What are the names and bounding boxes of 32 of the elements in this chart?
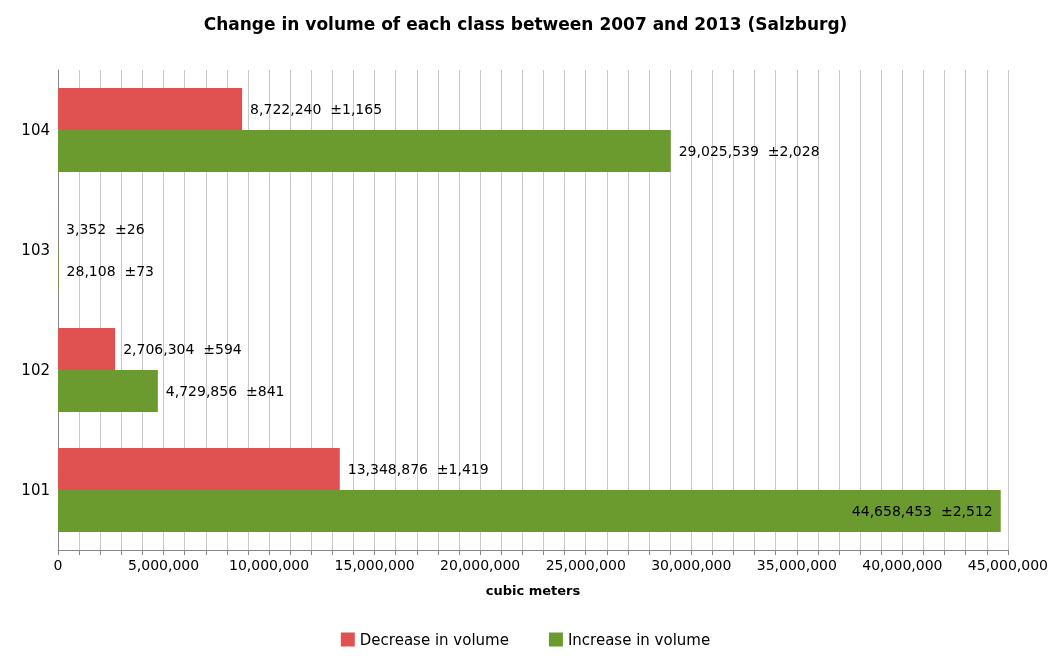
y-tick-label: 104 — [21, 121, 50, 139]
legend-label: Increase in volume — [567, 630, 711, 649]
bar — [58, 130, 671, 172]
chart-title: Change in volume of each class between 2007 and 2013 (Salzburg) — [203, 13, 848, 34]
x-tick-label: 10,000,000 — [229, 557, 310, 573]
x-tick-label: 30,000,000 — [651, 557, 732, 573]
bar — [58, 490, 1001, 532]
data-label: 29,025,539 ±2,028 — [678, 143, 820, 159]
data-label: 28,108 ±73 — [66, 263, 155, 279]
y-tick-label: 101 — [21, 481, 50, 499]
data-label: 2,706,304 ±594 — [123, 341, 242, 357]
x-tick-label: 5,000,000 — [127, 557, 200, 573]
legend-label: Decrease in volume — [359, 630, 509, 649]
bar — [58, 328, 116, 370]
data-label: 8,722,240 ±1,165 — [250, 101, 383, 117]
bar — [58, 88, 243, 130]
data-label: 4,729,856 ±841 — [165, 383, 285, 399]
x-tick-label: 20,000,000 — [440, 557, 521, 573]
x-tick-label: 35,000,000 — [756, 557, 837, 573]
data-label: 3,352 ±26 — [66, 221, 145, 237]
bar — [58, 370, 158, 412]
data-label: 44,658,453 ±2,512 — [851, 503, 993, 519]
y-tick-label: 102 — [21, 361, 50, 379]
bar — [58, 448, 340, 490]
x-tick-label: 15,000,000 — [334, 557, 415, 573]
x-axis-title: cubic meters — [485, 583, 581, 598]
x-tick-label: 25,000,000 — [545, 557, 626, 573]
y-tick-label: 103 — [21, 241, 50, 259]
x-tick-label: 0 — [53, 557, 63, 573]
x-tick-label: 40,000,000 — [862, 557, 943, 573]
x-tick-label: 45,000,000 — [967, 557, 1049, 573]
data-label: 13,348,876 ±1,419 — [347, 461, 489, 477]
